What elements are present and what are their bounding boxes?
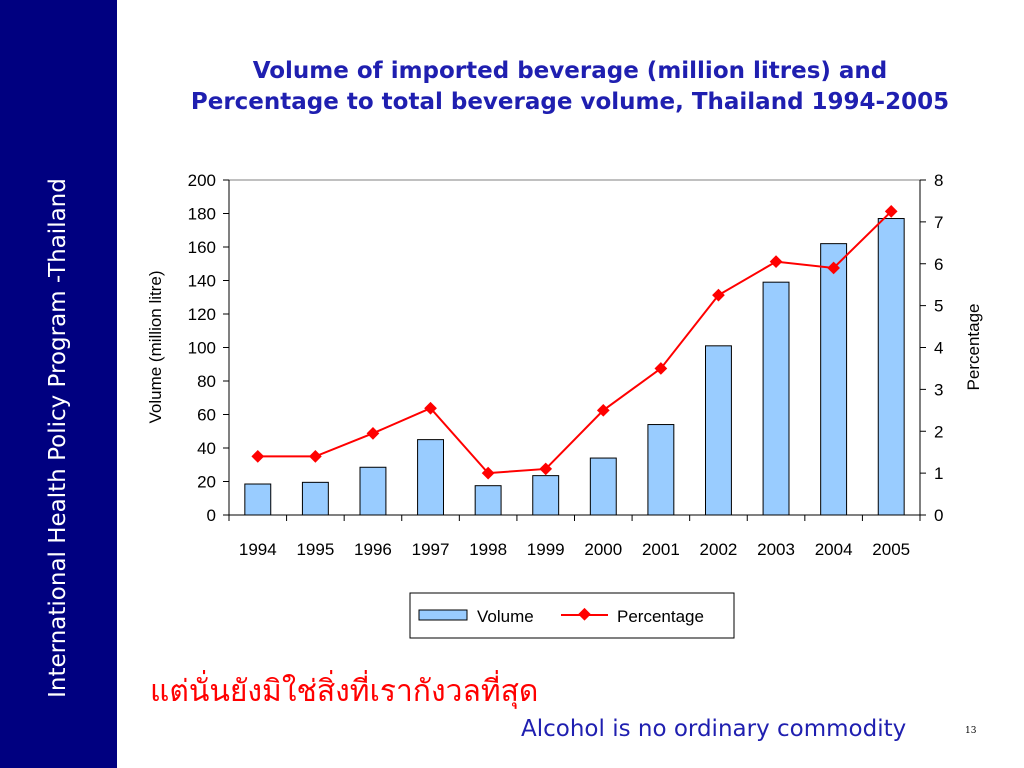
legend-swatch-volume [418,609,468,621]
x-tick-label-1995: 1995 [296,540,334,559]
bar-volume-2003 [762,281,790,516]
y-tick-label-200: 200 [188,171,216,190]
y-tick-label-120: 120 [188,305,216,324]
point-percentage-1998 [481,466,495,480]
point-percentage-1994 [251,450,265,463]
y-tick-label-40: 40 [197,439,216,458]
chart-title-line-1: Volume of imported beverage (million lit… [252,58,888,84]
bar-volume-1996 [359,466,387,516]
y2-tick-label-8: 8 [934,171,943,190]
thai-caption: แต่นั่นยังมิใช่สิ่งที่เรากังวลที่สุด [150,674,539,709]
bar-volume-2005 [877,218,905,516]
x-tick-label-1996: 1996 [354,540,392,559]
y2-tick-label-4: 4 [934,339,943,358]
y2-tick-label-5: 5 [934,297,943,316]
y2-tick-label-7: 7 [934,213,943,232]
y2-tick-label-3: 3 [934,380,943,399]
bar-volume-2002 [705,345,732,516]
y-tick-label-180: 180 [188,205,216,224]
y-tick-label-0: 0 [207,506,216,525]
x-tick-label-2004: 2004 [815,540,853,559]
sidebar: International Health Policy Program -Tha… [0,0,117,768]
point-percentage-1995 [309,450,322,463]
legend-label-volume: Volume [477,607,534,626]
point-percentage-2003 [769,255,783,269]
bar-volume-2001 [647,424,675,516]
y-tick-label-20: 20 [197,473,216,492]
chart-legend: Volume Percentage [409,592,735,639]
bar-volume-1999 [532,475,560,516]
y2-tick-label-2: 2 [934,422,943,441]
y-tick-label-80: 80 [197,372,216,391]
legend-label-percentage: Percentage [617,607,704,626]
bar-volume-1995 [301,481,329,516]
x-tick-label-1997: 1997 [412,540,450,559]
x-tick-label-2005: 2005 [872,540,910,559]
y-tick-label-160: 160 [188,238,216,257]
x-tick-label-1994: 1994 [239,540,277,559]
x-tick-label-1999: 1999 [527,540,565,559]
x-tick-label-2001: 2001 [642,540,680,559]
line-percentage [257,210,892,475]
y-tick-label-100: 100 [188,339,216,358]
y-tick-label-140: 140 [188,272,216,291]
y2-tick-label-6: 6 [934,255,943,274]
y2-tick-label-0: 0 [934,506,943,525]
bar-volume-1998 [474,485,502,516]
x-tick-label-2003: 2003 [757,540,795,559]
page-number: 13 [965,726,977,736]
bar-volume-1994 [244,483,272,516]
footer-text: Alcohol is no ordinary commodity [521,716,907,742]
x-tick-label-2000: 2000 [584,540,622,559]
bar-volume-1997 [417,439,444,516]
y2-tick-label-1: 1 [934,464,943,483]
y-axis-label: Volume (million litre) [146,270,165,423]
bar-volume-2000 [589,457,617,516]
y-tick-label-60: 60 [197,406,216,425]
chart-title: Volume of imported beverage (million lit… [135,56,1005,118]
bar-volume-2004 [820,243,848,516]
x-tick-label-2002: 2002 [700,540,738,559]
legend-marker-percentage [578,607,591,621]
x-tick-label-1998: 1998 [469,540,507,559]
y2-axis-label: Percentage [964,304,983,391]
chart-title-line-2: Percentage to total beverage volume, Tha… [190,89,950,115]
point-percentage-1997 [424,401,437,415]
point-percentage-1996 [366,426,380,440]
